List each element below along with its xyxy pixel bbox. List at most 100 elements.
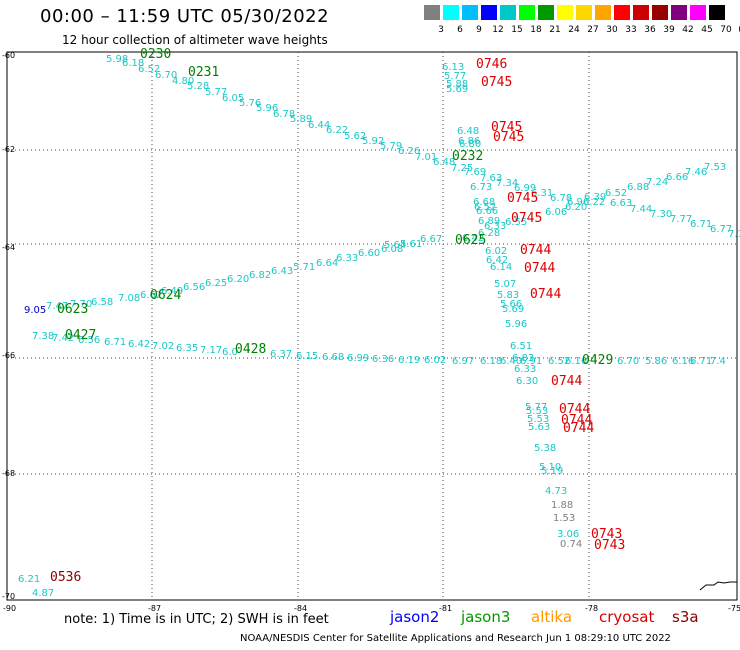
swh-value: 4.80 bbox=[172, 76, 194, 87]
swh-value: 6.06 bbox=[545, 207, 567, 218]
pass-time: 0745 bbox=[481, 75, 512, 90]
swh-value: 5.86 bbox=[645, 356, 667, 367]
swh-value: 6.37 bbox=[270, 349, 292, 360]
swh-value: 6.58 bbox=[91, 297, 113, 308]
swh-value: 6.89 bbox=[478, 216, 500, 227]
swh-value: 7.01 bbox=[415, 152, 437, 163]
pass-time: 0743 bbox=[591, 527, 622, 542]
swh-value: 6.71 bbox=[690, 219, 712, 230]
swh-value: 6.25 bbox=[205, 278, 227, 289]
pass-time: 0744 bbox=[524, 261, 555, 276]
swh-value: 6.0 bbox=[222, 347, 238, 358]
swh-value: 7.69 bbox=[464, 167, 486, 178]
mission-legend-item: jason2 bbox=[390, 608, 440, 626]
color-swatch bbox=[424, 5, 441, 20]
swh-value: 6.56 bbox=[78, 335, 100, 346]
color-scale-label: 18 bbox=[530, 25, 542, 35]
pass-time: 0744 bbox=[520, 243, 551, 258]
color-scale-label: 27 bbox=[587, 25, 599, 35]
pass-time: 0745 bbox=[511, 211, 542, 226]
swh-value: 6.02 bbox=[485, 246, 507, 257]
longitude-label: -90 bbox=[3, 604, 16, 613]
swh-value: 6.66 bbox=[666, 172, 688, 183]
swh-value: 5.98 bbox=[106, 54, 128, 65]
swh-value: 5.77 bbox=[205, 87, 227, 98]
swh-value: 7.1 bbox=[728, 229, 740, 240]
pass-time: 0428 bbox=[235, 342, 266, 357]
swh-value: 6.16 bbox=[672, 356, 694, 367]
color-swatch bbox=[633, 5, 650, 20]
color-swatch bbox=[481, 5, 498, 20]
swh-value: 5.62 bbox=[344, 131, 366, 142]
longitude-label: -75 bbox=[728, 604, 740, 613]
swh-value: 6.60 bbox=[358, 248, 380, 259]
swh-value: 6.15 bbox=[296, 351, 318, 362]
swh-value: 6.26 bbox=[398, 146, 420, 157]
swh-value: 6.20 bbox=[227, 274, 249, 285]
color-scale-label: 70 bbox=[720, 25, 732, 35]
color-scale-label: 9 bbox=[476, 25, 482, 35]
swh-value: 5.77 bbox=[525, 402, 547, 413]
swh-value: 7.08 bbox=[118, 293, 140, 304]
swh-value: 6.48 bbox=[433, 157, 455, 168]
swh-value: 5.53 bbox=[527, 414, 549, 425]
swh-value: 6.08 bbox=[381, 244, 403, 255]
color-swatch bbox=[557, 5, 574, 20]
longitude-label: -78 bbox=[585, 604, 598, 613]
color-swatch bbox=[652, 5, 669, 20]
swh-value: 6.19 bbox=[398, 355, 420, 366]
swh-value: 6.40 bbox=[500, 356, 522, 367]
swh-value: 6.52 bbox=[138, 64, 160, 75]
mission-legend-item: altika bbox=[531, 608, 573, 626]
latitude-label: -64 bbox=[2, 243, 15, 252]
color-scale-label: 30 bbox=[606, 25, 618, 35]
latitude-label: -62 bbox=[2, 145, 15, 154]
swh-value: 6.67 bbox=[420, 234, 442, 245]
swh-value: 5.64 bbox=[384, 240, 406, 251]
swh-value: 5.92 bbox=[362, 136, 384, 147]
swh-value: 5.38 bbox=[534, 443, 556, 454]
swh-value: 6.78 bbox=[550, 193, 572, 204]
swh-value: 6.62 bbox=[140, 290, 162, 301]
latitude-label: -70 bbox=[2, 592, 15, 601]
map-subtitle: 12 hour collection of altimeter wave hei… bbox=[62, 33, 328, 47]
color-swatch bbox=[671, 5, 688, 20]
color-swatch bbox=[462, 5, 479, 20]
mission-legend-item: s3a bbox=[672, 608, 699, 626]
lat-lon-grid bbox=[7, 52, 737, 600]
color-swatch bbox=[576, 5, 593, 20]
swh-value: 5.63 bbox=[528, 422, 550, 433]
pass-time: 0624 bbox=[150, 288, 181, 303]
longitude-label: -81 bbox=[439, 604, 452, 613]
color-scale-label: 36 bbox=[644, 25, 656, 35]
color-swatch bbox=[443, 5, 460, 20]
coastline bbox=[699, 581, 737, 591]
pass-time: 0745 bbox=[493, 130, 524, 145]
mission-legend-item: jason3 bbox=[461, 608, 511, 626]
swh-value: 5.53 bbox=[526, 406, 548, 417]
pass-time: 0745 bbox=[507, 191, 538, 206]
color-scale-label: 15 bbox=[511, 25, 523, 35]
swh-value: 6.16 bbox=[565, 356, 587, 367]
map-title: 00:00 – 11:59 UTC 05/30/2022 bbox=[40, 6, 330, 27]
swh-value: 6.77 bbox=[710, 224, 732, 235]
longitude-label: -84 bbox=[294, 604, 307, 613]
swh-value: 5.77 bbox=[444, 71, 466, 82]
swh-labels: 5.986.186.526.704.805.285.776.055.765.96… bbox=[18, 54, 740, 599]
swh-value: 6.66 bbox=[476, 206, 498, 217]
swh-value: 6.51 bbox=[510, 341, 532, 352]
swh-value: 4.73 bbox=[545, 486, 567, 497]
swh-value: 6.43 bbox=[271, 266, 293, 277]
pass-time: 0744 bbox=[563, 421, 594, 436]
swh-value: 5.96 bbox=[256, 103, 278, 114]
color-swatch bbox=[538, 5, 555, 20]
swh-value: 5.89 bbox=[290, 114, 312, 125]
swh-value: 0.74 bbox=[560, 539, 582, 550]
color-scale-label: 24 bbox=[568, 25, 580, 35]
swh-value: 6.22 bbox=[583, 197, 605, 208]
swh-value: 6.36 bbox=[372, 354, 394, 365]
color-swatch bbox=[690, 5, 707, 20]
map-frame bbox=[6, 51, 738, 601]
pass-time: 0625 bbox=[455, 233, 486, 248]
color-scale-label: 33 bbox=[625, 25, 637, 35]
